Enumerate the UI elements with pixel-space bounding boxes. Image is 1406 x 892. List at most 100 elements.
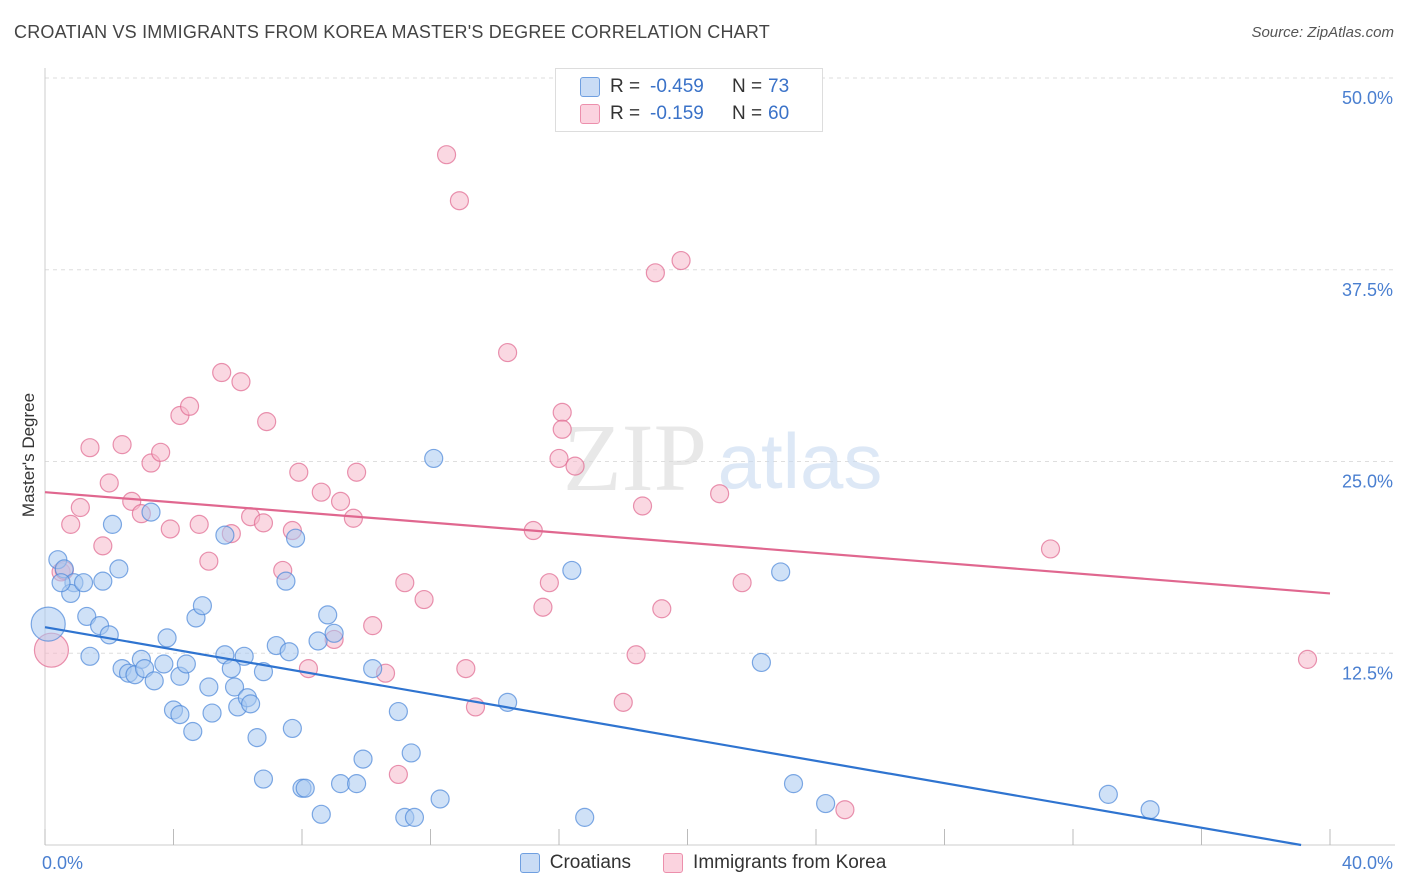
korea-point: [231, 372, 251, 392]
croatian-point: [562, 560, 582, 581]
croatian-point: [282, 718, 302, 739]
korea-point: [61, 514, 81, 534]
korea-point: [330, 491, 351, 511]
korea-point: [671, 250, 691, 271]
chart-title: CROATIAN VS IMMIGRANTS FROM KOREA MASTER…: [14, 22, 770, 42]
croatians-swatch: [580, 77, 600, 97]
correlation-legend: R = -0.459 N = 73 R = -0.159 N = 60: [555, 68, 823, 132]
r-value: -0.159: [650, 103, 704, 124]
croatian-point: [279, 642, 299, 662]
croatian-point: [30, 606, 66, 642]
y-tick-label: 12.5%: [1342, 663, 1393, 683]
croatian-point: [311, 804, 331, 824]
korea-point: [565, 456, 585, 476]
croatian-point: [401, 743, 421, 763]
y-tick-label: 37.5%: [1342, 280, 1393, 300]
series-legend: Croatians Immigrants from Korea: [0, 852, 1406, 874]
croatian-point: [388, 701, 408, 722]
korea-point: [449, 191, 470, 211]
croatian-point: [1098, 784, 1118, 804]
korea-point: [363, 616, 383, 636]
croatian-point: [183, 721, 203, 742]
korea-point: [1297, 649, 1318, 669]
source-label: Source: ZipAtlas.com: [1251, 24, 1394, 41]
korea-point: [93, 536, 113, 556]
korea-point: [652, 599, 672, 619]
croatian-point: [253, 769, 274, 789]
korea-point: [835, 800, 855, 820]
croatian-point: [154, 654, 174, 674]
croatian-point: [73, 573, 94, 593]
r-label: R =: [610, 103, 641, 124]
korea-point: [395, 573, 415, 593]
korea-swatch: [580, 104, 600, 124]
gridlines: [45, 77, 1395, 654]
croatian-point: [202, 703, 222, 723]
croatian-trend-line: [44, 626, 1302, 847]
croatian-point: [224, 677, 245, 697]
croatian-point: [276, 571, 296, 591]
korea-point: [613, 692, 633, 712]
korea-point: [253, 513, 274, 533]
croatian-point: [199, 677, 219, 697]
n-value: 60: [768, 103, 790, 124]
korea-point: [257, 412, 277, 432]
watermark: ZIP atlas: [563, 404, 882, 511]
korea-point: [552, 419, 572, 439]
croatian-point: [783, 774, 804, 794]
croatians-legend-swatch: [519, 853, 540, 873]
axes: [44, 68, 1395, 846]
korea-point: [311, 482, 331, 502]
croatian-point: [285, 528, 306, 548]
croatian-point: [816, 793, 836, 814]
croatian-point: [751, 652, 771, 673]
croatian-point: [363, 658, 383, 679]
korea-point: [498, 342, 518, 363]
korea-point: [436, 145, 457, 165]
legend-label-croatians: Croatians: [549, 852, 632, 873]
tick-labels: 12.5% 25.0% 37.5% 50.0% 0.0% 40.0%: [42, 88, 1393, 873]
trend-lines: [44, 491, 1331, 847]
korea-point: [414, 589, 434, 610]
korea-point: [549, 448, 569, 469]
korea-point: [539, 573, 559, 593]
croatian-point: [575, 807, 595, 827]
korea-point: [112, 435, 132, 455]
korea-point: [456, 658, 476, 679]
croatian-point: [253, 662, 274, 682]
croatian-points: [30, 448, 1160, 827]
watermark-atlas: atlas: [718, 417, 883, 505]
croatian-point: [347, 774, 367, 794]
croatian-point: [157, 628, 177, 648]
x-tick-label: 0.0%: [42, 853, 83, 873]
croatian-point: [176, 654, 196, 674]
korea-point: [289, 462, 309, 482]
croatian-point: [324, 623, 344, 643]
korea-point: [343, 508, 363, 528]
croatian-point: [93, 571, 113, 591]
korea-point: [70, 497, 90, 518]
korea-trend-line: [44, 491, 1331, 595]
korea-legend-swatch: [663, 853, 684, 873]
croatian-point: [99, 625, 119, 645]
croatian-point: [404, 807, 425, 827]
korea-point: [160, 519, 180, 539]
korea-point: [388, 764, 408, 785]
r-value: -0.459: [650, 76, 704, 97]
korea-point: [552, 402, 572, 423]
korea-point: [632, 496, 653, 516]
n-value: 73: [768, 76, 790, 97]
korea-point: [199, 551, 219, 571]
croatian-point: [192, 596, 213, 616]
legend-row-croatians: R = -0.459 N = 73: [580, 75, 789, 99]
korea-point: [533, 597, 553, 617]
watermark-zip: ZIP: [563, 404, 707, 511]
n-label: N =: [732, 103, 763, 124]
croatian-point: [318, 605, 338, 625]
korea-point: [347, 462, 367, 482]
korea-point: [212, 362, 232, 383]
croatian-point: [215, 525, 235, 545]
croatian-point: [51, 573, 71, 593]
croatian-point: [295, 778, 315, 798]
legend-row-korea: R = -0.159 N = 60: [580, 102, 789, 126]
